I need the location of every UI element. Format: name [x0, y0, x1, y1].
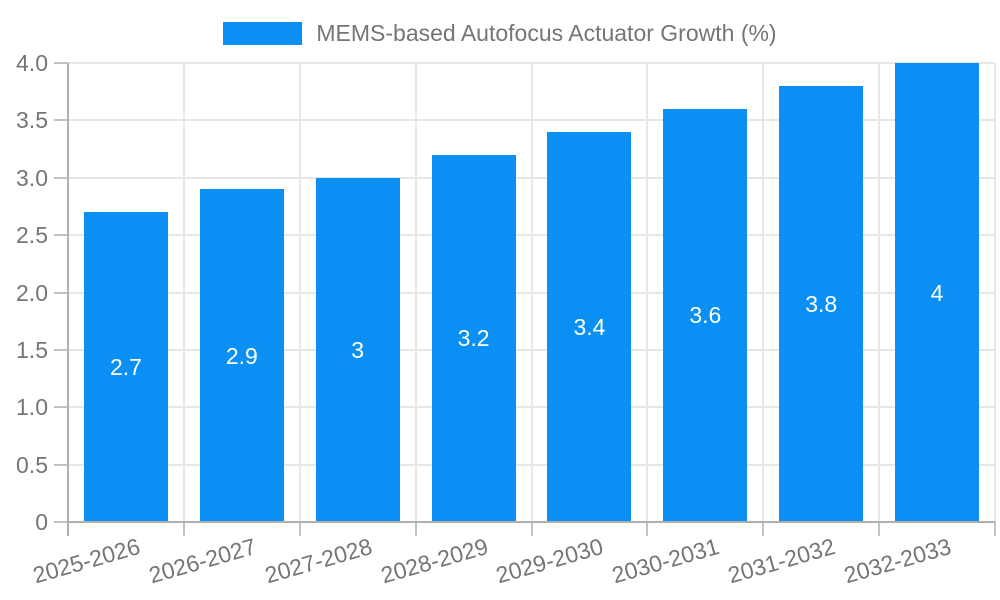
bar-value-label: 3.8	[805, 290, 838, 317]
bar[interactable]: 3.2	[431, 154, 516, 522]
bar-value-label: 2.7	[109, 354, 142, 381]
bar[interactable]: 3.4	[547, 131, 632, 522]
gridline-vertical	[762, 63, 765, 522]
x-tick-label: 2029-2030	[493, 533, 607, 589]
y-tick-label: 0.5	[16, 451, 48, 478]
x-tick-mark	[530, 522, 533, 536]
y-tick-label: 3.0	[16, 164, 48, 191]
gridline-vertical	[182, 63, 185, 522]
bar[interactable]: 2.9	[199, 189, 284, 522]
bar-value-label: 2.9	[225, 342, 258, 369]
x-tick-label: 2031-2032	[725, 533, 839, 589]
legend-label: MEMS-based Autofocus Actuator Growth (%)	[316, 19, 777, 46]
x-axis-line	[68, 521, 995, 523]
y-tick-mark	[54, 521, 68, 523]
bar-value-label: 3.4	[573, 313, 606, 340]
y-tick-mark	[54, 348, 68, 351]
x-tick-mark	[994, 522, 996, 536]
gridline-vertical	[414, 63, 417, 522]
y-tick-label: 3.5	[16, 107, 48, 134]
y-axis-line	[67, 63, 69, 536]
legend-swatch	[223, 21, 303, 45]
gridline-vertical	[646, 63, 649, 522]
y-tick-label: 1.5	[16, 336, 48, 363]
bar-value-label: 4	[930, 279, 944, 306]
y-tick-label: 0	[35, 509, 48, 535]
x-tick-mark	[298, 522, 301, 536]
y-tick-mark	[54, 234, 68, 237]
bar-value-label: 3.6	[689, 302, 722, 329]
x-tick-label: 2028-2029	[377, 533, 491, 589]
gridline-vertical	[878, 63, 881, 522]
y-tick-mark	[54, 62, 68, 64]
chart-legend[interactable]: MEMS-based Autofocus Actuator Growth (%)	[0, 19, 1000, 47]
y-tick-mark	[54, 291, 68, 294]
x-tick-label: 2030-2031	[609, 533, 723, 589]
x-tick-mark	[182, 522, 185, 536]
y-tick-mark	[54, 463, 68, 466]
x-tick-label: 2027-2028	[261, 533, 375, 589]
x-tick-label: 2032-2033	[841, 533, 954, 589]
bar[interactable]: 3.8	[779, 85, 864, 522]
y-tick-label: 2.5	[16, 222, 48, 249]
y-tick-mark	[54, 176, 68, 179]
gridline-vertical	[298, 63, 301, 522]
bar-value-label: 3	[351, 336, 365, 363]
x-tick-mark	[646, 522, 649, 536]
y-tick-label: 4.0	[16, 50, 48, 76]
x-tick-mark	[878, 522, 881, 536]
y-tick-mark	[54, 119, 68, 122]
y-tick-label: 1.0	[16, 394, 48, 421]
bar-value-label: 3.2	[457, 325, 490, 352]
x-tick-label: 2026-2027	[145, 533, 259, 589]
bar[interactable]: 4	[895, 63, 980, 522]
bar[interactable]: 2.7	[83, 212, 168, 522]
gridline-vertical	[994, 63, 996, 522]
x-tick-label: 2025-2026	[29, 533, 143, 589]
bar[interactable]: 3.6	[663, 108, 748, 522]
x-tick-mark	[414, 522, 417, 536]
bar[interactable]: 3	[315, 177, 400, 522]
gridline-vertical	[530, 63, 533, 522]
y-tick-label: 2.0	[16, 279, 48, 306]
y-tick-mark	[54, 406, 68, 409]
x-tick-mark	[762, 522, 765, 536]
